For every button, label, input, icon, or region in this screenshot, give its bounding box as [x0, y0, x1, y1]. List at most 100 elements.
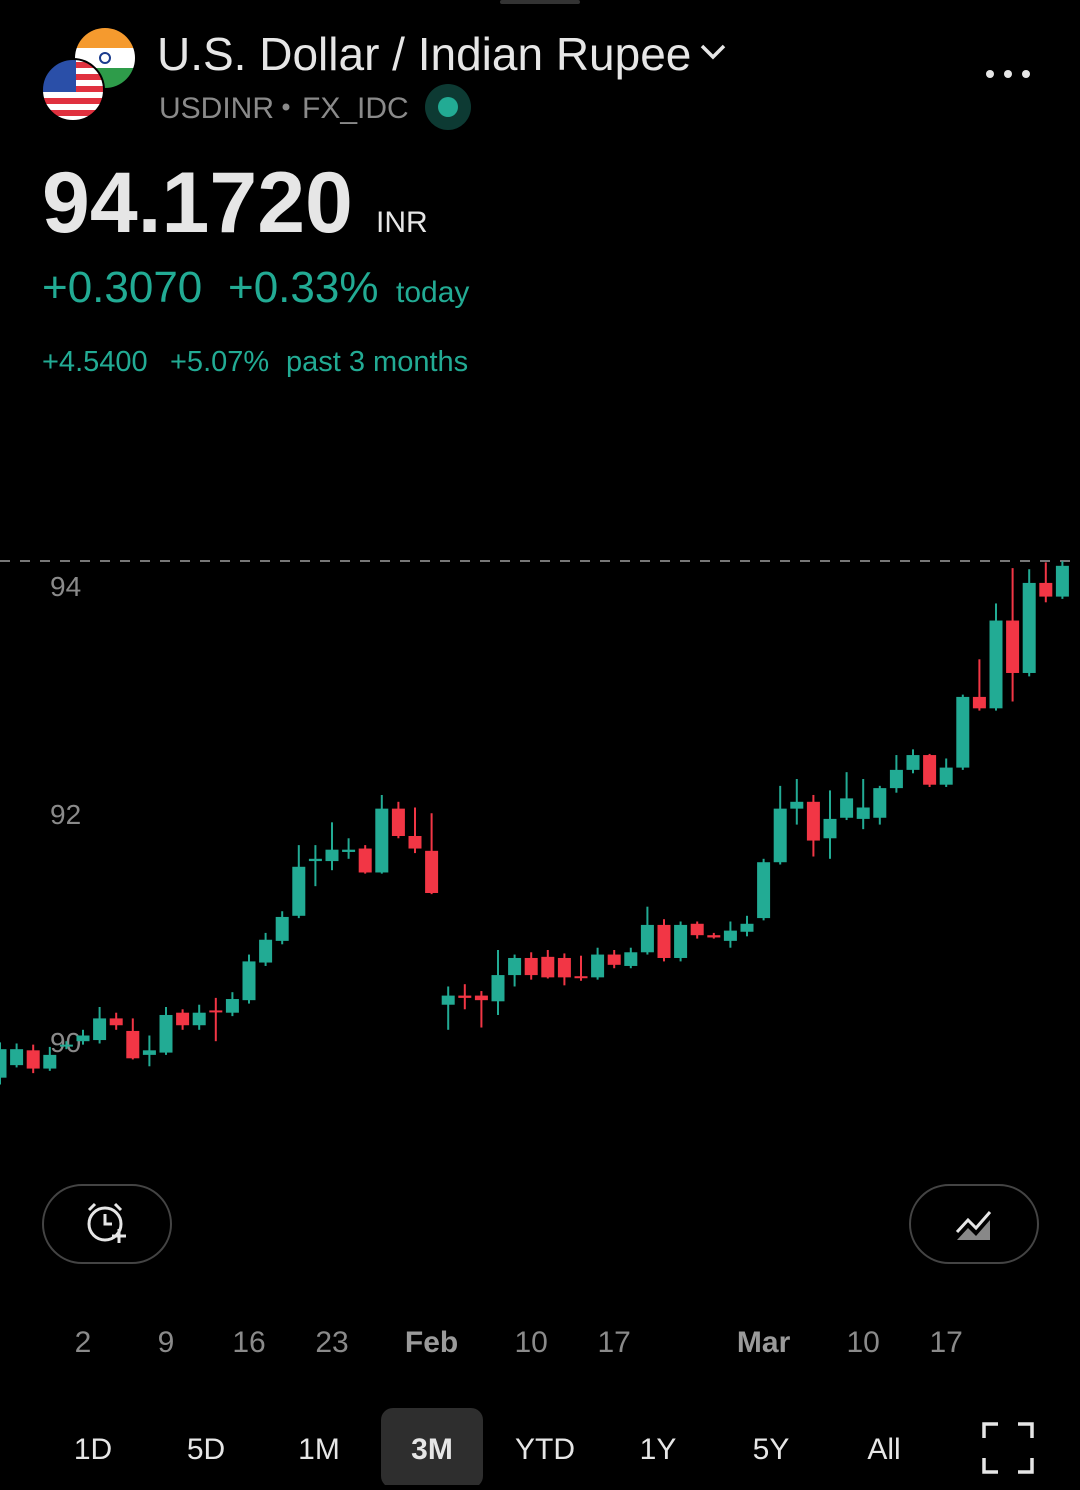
candle-body [342, 849, 356, 852]
candle-body [757, 862, 771, 919]
x-tick-label: 17 [930, 1326, 963, 1359]
range-selector: 1D 5D 1M 3M YTD 1Y 5Y All [74, 1408, 901, 1488]
range-selected-bg [381, 1408, 483, 1488]
candle-body [657, 924, 671, 958]
candle-body [607, 954, 621, 965]
range-button[interactable]: YTD [515, 1433, 575, 1466]
x-tick-label: 16 [232, 1326, 265, 1359]
change: +0.3070 [42, 263, 202, 312]
candle-body [1039, 582, 1053, 597]
candle-body [541, 956, 555, 978]
price: 94.1720 [42, 155, 353, 251]
period-change: +4.5400 [42, 346, 148, 378]
x-tick-label: 10 [515, 1326, 548, 1359]
candle-body [474, 995, 488, 1001]
y-tick-label: 92 [50, 799, 81, 830]
period-label: past 3 months [286, 346, 468, 378]
candle-body [159, 1014, 173, 1053]
more-menu[interactable] [986, 70, 1030, 78]
candle-body [939, 767, 953, 785]
symbol-title[interactable]: U.S. Dollar / Indian Rupee [157, 28, 691, 80]
candle-body [1055, 565, 1069, 597]
candle-body [823, 818, 837, 839]
candle-body [325, 849, 339, 862]
candle-body [491, 975, 505, 1002]
candle-body [972, 696, 986, 709]
candle-body [856, 807, 870, 819]
candle-body [674, 924, 688, 958]
candle-body [806, 801, 820, 841]
candle-body [889, 769, 903, 789]
candle-body [640, 924, 654, 953]
candle-body [391, 808, 405, 836]
candle-body [93, 1018, 107, 1041]
candle-body [441, 995, 455, 1005]
candle-body [209, 1010, 223, 1013]
currency: INR [376, 206, 428, 239]
fullscreen-button[interactable] [982, 1422, 1034, 1474]
x-tick-label: 2 [75, 1326, 92, 1359]
candle-body [358, 848, 372, 873]
candle-body [989, 620, 1003, 709]
candle-body [425, 850, 439, 893]
candle-body [773, 808, 787, 863]
candle-body [557, 957, 571, 978]
range-button[interactable]: All [867, 1433, 900, 1466]
add-alert-button[interactable] [42, 1184, 172, 1264]
candle-body [458, 995, 472, 998]
currency-flags [41, 28, 135, 122]
candle-body [690, 923, 704, 936]
ticker: USDINR [159, 92, 274, 125]
x-tick-label: 23 [315, 1326, 348, 1359]
x-tick-label: 9 [158, 1326, 175, 1359]
range-button[interactable]: 5Y [753, 1433, 790, 1466]
candle-body [10, 1049, 24, 1066]
candle-body [508, 957, 522, 976]
candle-body [292, 866, 306, 916]
candle-body [76, 1035, 90, 1042]
candle-body [109, 1018, 123, 1026]
range-button[interactable]: 1D [74, 1433, 112, 1466]
candle-body [624, 952, 638, 966]
candle-body [375, 808, 389, 873]
candle-body [408, 836, 422, 849]
candle-body [723, 930, 737, 941]
candle-body [790, 801, 804, 809]
period-change-percent: +5.07% [170, 346, 269, 378]
range-button[interactable]: 5D [187, 1433, 225, 1466]
candle-body [192, 1012, 206, 1026]
candle-body [524, 957, 538, 976]
candle-body [275, 916, 289, 941]
range-button[interactable]: 1Y [640, 1433, 677, 1466]
candle-body [59, 1044, 73, 1047]
candle-body [840, 798, 854, 818]
title-dropdown-icon[interactable] [700, 44, 726, 60]
candle-body [225, 999, 239, 1013]
x-tick-label: Feb [405, 1326, 458, 1359]
candle-body [242, 961, 256, 1001]
candle-body [923, 755, 937, 785]
candle-body [43, 1054, 57, 1069]
chart-style-button[interactable] [909, 1184, 1039, 1264]
notch-handle [500, 0, 580, 4]
change-percent: +0.33% [228, 263, 378, 312]
candle-body [26, 1050, 40, 1069]
candle-body [956, 696, 970, 768]
change-period: today [396, 276, 469, 309]
x-tick-label: Mar [737, 1326, 791, 1359]
candle-body [574, 976, 588, 979]
range-button[interactable]: 3M [411, 1433, 453, 1466]
y-tick-label: 94 [50, 571, 81, 602]
candle-body [873, 788, 887, 818]
range-button[interactable]: 1M [298, 1433, 340, 1466]
separator-dot [282, 103, 290, 111]
candle-body [707, 935, 721, 938]
candle-body [176, 1012, 190, 1026]
candle-body [591, 954, 605, 978]
x-tick-label: 10 [847, 1326, 880, 1359]
x-tick-label: 17 [598, 1326, 631, 1359]
candle-body [259, 939, 273, 963]
